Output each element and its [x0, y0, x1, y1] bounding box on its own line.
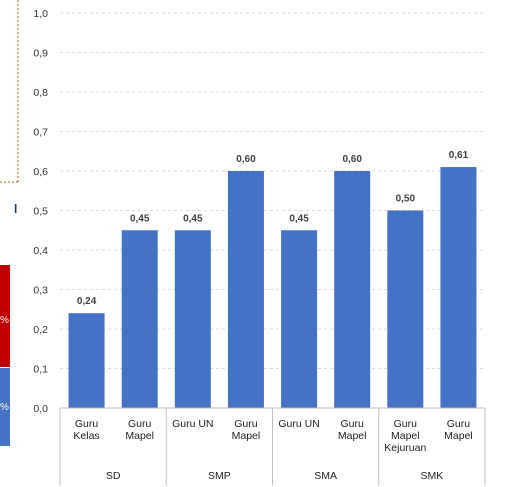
category-label: Mapel [444, 430, 473, 442]
data-label: 0,24 [77, 296, 97, 307]
bar [121, 230, 158, 408]
bar [227, 171, 264, 408]
data-label: 0,45 [130, 213, 150, 224]
group-labels: SD SMP SMA SMK [106, 470, 443, 482]
bar [281, 230, 318, 408]
data-labels: 0,24 0,45 0,45 0,60 0,45 0,60 0,50 0,61 [77, 150, 469, 307]
cropped-left-panel: l % % [0, 0, 19, 446]
data-label: 0,61 [449, 150, 469, 161]
bar [387, 210, 424, 408]
y-tick-label: 0,9 [33, 48, 48, 60]
y-tick-label: 1,0 [33, 8, 48, 20]
category-label: Guru [128, 418, 152, 430]
bar [68, 313, 105, 408]
category-label: Guru [341, 418, 365, 430]
data-label: 0,45 [183, 213, 203, 224]
group-label: SMK [420, 470, 443, 482]
data-label: 0,45 [289, 213, 309, 224]
fragment-red-bar [0, 265, 10, 367]
category-label: Mapel [232, 430, 261, 442]
fragment-pct-bottom: % [0, 402, 9, 413]
y-tick-label: 0,1 [33, 364, 48, 376]
y-tick-label: 0,4 [33, 245, 48, 257]
y-tick-label: 0,3 [33, 285, 48, 297]
category-label: Guru UN [278, 418, 319, 430]
y-tick-label: 0,2 [33, 324, 48, 336]
category-label: Kejuruan [384, 442, 426, 454]
category-label: Guru [394, 418, 418, 430]
x-axis [59, 407, 486, 485]
group-label: SMA [314, 470, 337, 482]
data-label: 0,60 [342, 154, 362, 165]
category-label: Mapel [391, 430, 420, 442]
category-label: Guru [447, 418, 471, 430]
category-label: Guru [234, 418, 258, 430]
category-label: Mapel [125, 430, 154, 442]
group-label: SMP [208, 470, 231, 482]
data-label: 0,50 [396, 194, 416, 205]
y-tick-label: 0,7 [33, 127, 48, 139]
y-axis-tick-labels: 0,0 0,1 0,2 0,3 0,4 0,5 0,6 0,7 0,8 0,9 1,0 [33, 8, 48, 415]
data-label: 0,60 [236, 154, 256, 165]
y-tick-label: 0,0 [33, 403, 48, 415]
bar [174, 230, 211, 408]
y-tick-label: 0,8 [33, 87, 48, 99]
bars [68, 167, 477, 408]
bar [334, 171, 371, 408]
group-label: SD [106, 470, 121, 482]
y-tick-label: 0,6 [33, 166, 48, 178]
fragment-pct-top: % [0, 315, 9, 326]
category-label: Guru UN [172, 418, 213, 430]
fragment-title-glyph: l [14, 202, 17, 216]
category-label: Mapel [338, 430, 367, 442]
category-label: Guru [75, 418, 99, 430]
fragment-blue-bar [0, 368, 10, 446]
y-tick-label: 0,5 [33, 206, 48, 218]
category-label: Kelas [73, 430, 99, 442]
bar [440, 167, 477, 408]
